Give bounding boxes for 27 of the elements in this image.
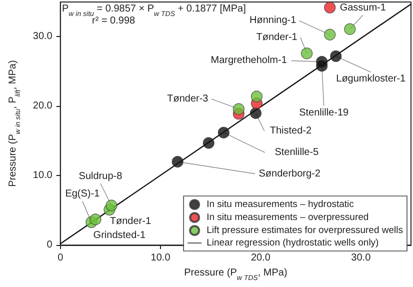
annotation: Gassum-1 [340,2,386,14]
x-tick-label: 20.0 [250,252,271,264]
x-tick-label: 30.0 [351,252,372,264]
annotation: Tønder-1 [110,216,152,228]
legend-label: In situ measurements – hydrostatic [206,199,354,210]
annotation: Tønder-1 [256,32,298,43]
annotation: Løgumkloster-1 [336,74,406,85]
annotation: Grindsted-1 [93,230,146,241]
annotation: r² = 0.998 [92,16,136,26]
y-tick-label: 10.0 [32,170,53,182]
y-tick-label: 0 [46,240,53,251]
legend-label: In situ measurements – overpressured [206,212,369,223]
annotation: Margretheholm-1 [210,55,288,66]
y-tick-label: 30.0 [32,31,53,42]
annotation: Stenlille-5 [274,147,320,158]
annotation: Suldrup-8 [78,171,123,182]
x-tick-label: 0 [58,252,64,264]
legend-label: Linear regression (hydrostatic wells only) [206,238,379,248]
annotation: Tønder-3 [167,93,209,104]
y-tick-label: 20.0 [32,100,53,112]
annotation: Eg(S)-1 [65,188,100,200]
annotation: Thisted-2 [270,126,312,137]
annotation: Hønning-1 [250,15,297,26]
legend-label: Lift pressure estimates for overpressured wells [206,225,404,236]
x-tick-label: 10.0 [150,252,171,264]
annotation: Sønderborg-2 [258,168,321,180]
annotation: Stenlille-19 [299,107,350,118]
